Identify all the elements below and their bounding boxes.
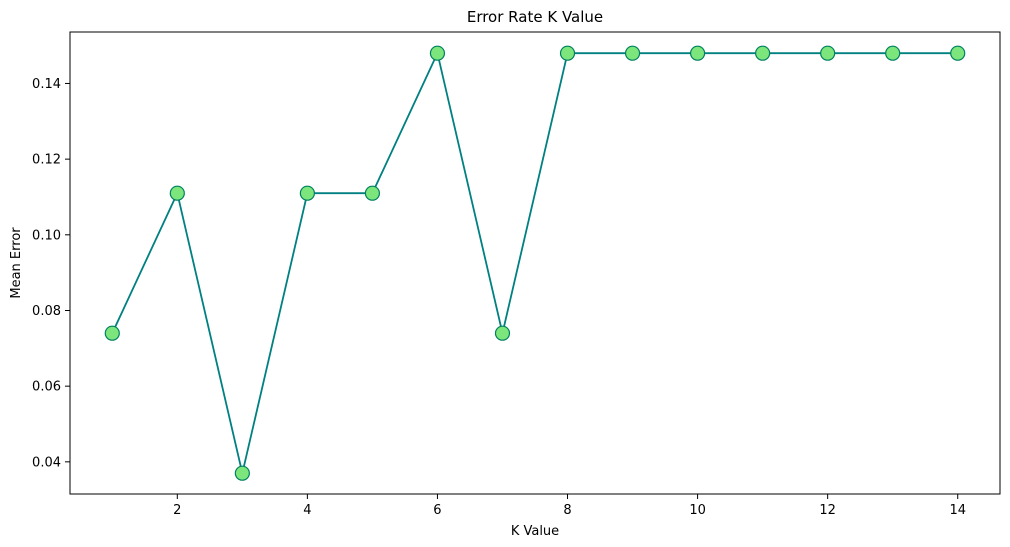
y-tick-label: 0.04: [32, 455, 61, 470]
y-tick-label: 0.10: [32, 228, 61, 243]
x-tick-label: 10: [689, 503, 706, 518]
x-tick-label: 2: [173, 503, 181, 518]
data-point: [755, 45, 771, 61]
data-point: [624, 45, 641, 61]
chart-title: Error Rate K Value: [467, 8, 603, 26]
x-axis-label: K Value: [511, 524, 559, 539]
y-axis: 0.04 0.06 0.08 0.10 0.12 0.14: [32, 77, 70, 470]
y-tick-label: 0.12: [32, 153, 61, 168]
data-point: [429, 45, 446, 61]
series-line: [111, 50, 958, 474]
data-point: [950, 45, 966, 61]
y-tick-label: 0.06: [32, 380, 61, 395]
data-point: [169, 185, 185, 201]
x-tick-label: 6: [433, 503, 441, 518]
series-group: [104, 45, 966, 481]
data-point: [885, 45, 901, 61]
data-point: [689, 45, 706, 61]
data-point: [494, 325, 511, 341]
data-point: [234, 465, 250, 481]
x-tick-label: 12: [819, 503, 836, 518]
data-point: [364, 185, 381, 201]
data-point: [104, 325, 120, 341]
data-point: [820, 45, 836, 61]
x-tick-label: 4: [303, 503, 311, 518]
data-point: [559, 45, 576, 61]
y-tick-label: 0.08: [32, 304, 61, 319]
plot-area: [69, 31, 1001, 495]
x-tick-label: 8: [563, 503, 571, 518]
data-point: [299, 185, 315, 201]
x-tick-label: 14: [949, 503, 966, 518]
y-tick-label: 0.14: [32, 77, 61, 92]
y-axis-label: Mean Error: [9, 227, 24, 299]
x-axis: 2 4 6 8 10 12 14: [173, 494, 966, 518]
